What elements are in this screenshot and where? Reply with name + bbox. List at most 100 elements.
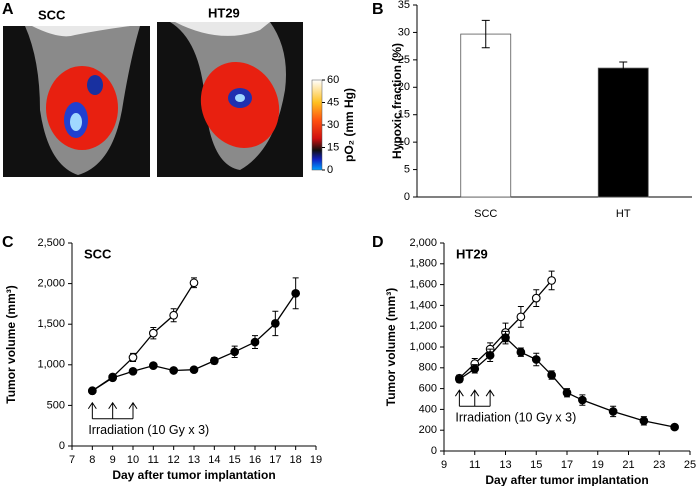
image-label: HT29 bbox=[208, 5, 240, 20]
x-tick-label: 21 bbox=[622, 459, 634, 471]
x-tick-label: 14 bbox=[208, 454, 220, 466]
panel-label: C bbox=[2, 234, 14, 251]
irradiation-arrow bbox=[454, 389, 464, 407]
data-point bbox=[531, 355, 541, 364]
panel-label: D bbox=[372, 234, 384, 251]
y-tick-label: 2,000 bbox=[37, 278, 65, 290]
y-tick-label: 800 bbox=[419, 362, 437, 374]
x-tick-label: 7 bbox=[69, 454, 75, 466]
x-tick-label: 17 bbox=[269, 454, 281, 466]
x-tick-label: 12 bbox=[168, 454, 180, 466]
x-tick-label: 8 bbox=[89, 454, 95, 466]
data-point bbox=[670, 422, 679, 432]
x-tick-label: 19 bbox=[310, 454, 322, 466]
data-point bbox=[501, 333, 510, 342]
y-tick-label: 35 bbox=[398, 0, 410, 11]
y-tick-label: 400 bbox=[419, 403, 437, 415]
y-axis-label: Tumor volume (mm³) bbox=[384, 288, 398, 406]
y-tick-label: 1,800 bbox=[409, 258, 437, 270]
y-tick-label: 1,000 bbox=[37, 359, 65, 371]
mri-image bbox=[157, 22, 303, 177]
data-point bbox=[291, 288, 301, 298]
data-point bbox=[455, 374, 464, 384]
y-tick-label: 2,500 bbox=[37, 237, 65, 249]
data-point bbox=[516, 347, 526, 357]
x-tick-label: 10 bbox=[127, 454, 139, 466]
data-point bbox=[169, 366, 179, 375]
series-line bbox=[91, 292, 297, 392]
y-tick-label: 25 bbox=[398, 54, 410, 66]
panel-label: A bbox=[2, 1, 14, 18]
x-tick-label: 11 bbox=[469, 459, 480, 471]
colorbar-tick-label: 30 bbox=[327, 119, 339, 131]
data-point bbox=[516, 312, 526, 322]
data-point bbox=[608, 407, 618, 416]
data-point bbox=[470, 364, 480, 374]
x-tick-label: 25 bbox=[684, 459, 696, 471]
data-point bbox=[230, 347, 240, 357]
x-tick-label: 9 bbox=[441, 459, 447, 471]
x-tick-label: 16 bbox=[249, 454, 261, 466]
x-tick-label: 13 bbox=[188, 454, 200, 466]
y-tick-label: 0 bbox=[59, 440, 65, 452]
y-tick-label: 0 bbox=[431, 445, 437, 457]
y-tick-label: 200 bbox=[419, 424, 437, 436]
data-point bbox=[639, 416, 649, 426]
y-tick-label: 30 bbox=[398, 26, 410, 38]
annotation: Irradiation (10 Gy x 3) bbox=[88, 423, 209, 437]
x-tick-label: 15 bbox=[229, 454, 241, 466]
mri-image bbox=[3, 26, 150, 177]
error-bar bbox=[481, 19, 490, 49]
y-tick-label: 500 bbox=[47, 399, 65, 411]
data-point bbox=[547, 276, 556, 285]
data-point bbox=[531, 293, 541, 303]
x-tick-label: 9 bbox=[110, 454, 116, 466]
x-tick-label: 17 bbox=[561, 459, 573, 471]
x-axis-label: Day after tumor implantation bbox=[112, 468, 275, 482]
data-point bbox=[547, 370, 556, 380]
chart-title: HT29 bbox=[456, 246, 488, 261]
y-tick-label: 0 bbox=[404, 191, 410, 203]
data-point bbox=[250, 337, 260, 347]
irradiation-arrow bbox=[108, 401, 118, 419]
y-tick-label: 1,200 bbox=[409, 320, 437, 332]
x-tick-label: 13 bbox=[499, 459, 511, 471]
data-point bbox=[169, 310, 179, 320]
data-point bbox=[87, 386, 97, 396]
y-tick-label: 5 bbox=[404, 163, 410, 175]
colorbar-label: pO₂ (mm Hg) bbox=[342, 88, 356, 162]
x-tick-label: 18 bbox=[290, 454, 302, 466]
x-axis-label: Day after tumor implantation bbox=[485, 473, 648, 486]
data-point bbox=[562, 388, 572, 398]
colorbar-tick-label: 45 bbox=[327, 96, 339, 108]
colorbar-tick-label: 60 bbox=[327, 74, 339, 86]
x-tick-label: 19 bbox=[592, 459, 604, 471]
x-tick-label: 15 bbox=[530, 459, 542, 471]
data-point bbox=[485, 350, 495, 360]
irradiation-arrow bbox=[485, 389, 495, 407]
y-tick-label: 20 bbox=[398, 81, 410, 93]
error-bar bbox=[619, 61, 628, 75]
y-tick-label: 1,600 bbox=[409, 279, 437, 291]
data-point bbox=[270, 319, 280, 328]
colorbar-tick-label: 15 bbox=[327, 141, 339, 153]
data-point bbox=[189, 365, 199, 375]
y-axis-label: Tumor volume (mm³) bbox=[4, 285, 18, 403]
image-label: SCC bbox=[38, 7, 66, 22]
irradiation-arrow bbox=[128, 401, 138, 419]
panel-label: B bbox=[372, 1, 384, 18]
y-tick-label: 1,500 bbox=[37, 318, 65, 330]
x-tick-label: 23 bbox=[653, 459, 665, 471]
colorbar bbox=[311, 79, 323, 171]
y-axis-label: Hypoxic fraction (%) bbox=[390, 43, 404, 159]
data-point bbox=[209, 356, 219, 366]
y-tick-label: 1,000 bbox=[409, 341, 437, 353]
x-tick-label: HT bbox=[616, 208, 631, 220]
data-point bbox=[189, 278, 199, 288]
colorbar-tick-label: 0 bbox=[327, 164, 333, 176]
chart-title: SCC bbox=[84, 246, 112, 261]
data-point bbox=[578, 395, 587, 405]
bar bbox=[460, 33, 512, 198]
y-tick-label: 10 bbox=[398, 136, 410, 148]
